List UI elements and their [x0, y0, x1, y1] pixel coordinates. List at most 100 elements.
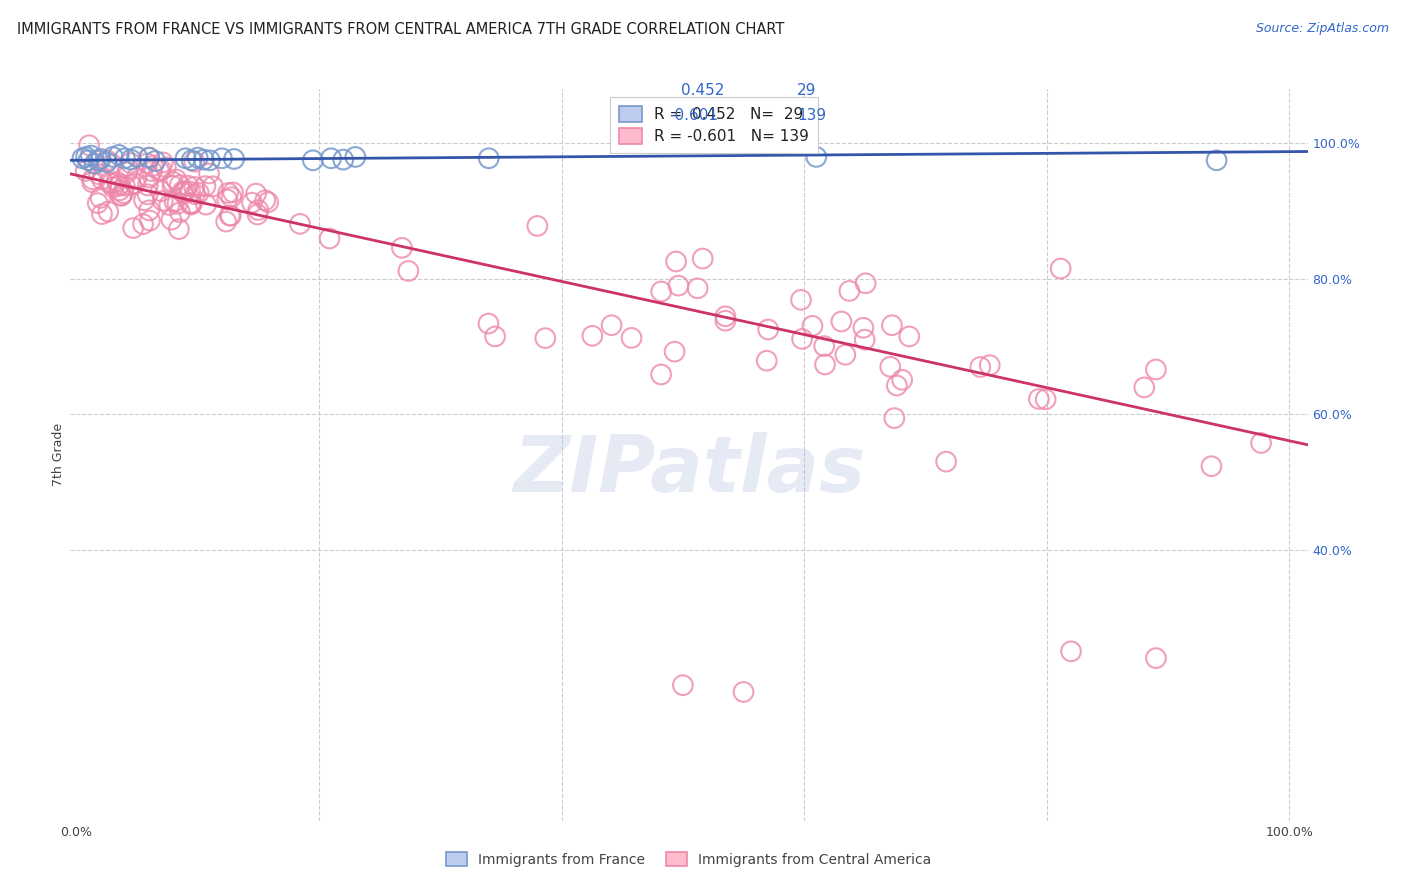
Point [686, 281, 709, 295]
Point [755, 353, 778, 368]
Point [969, 359, 991, 374]
Point [886, 378, 908, 392]
Point [87, 196, 110, 211]
Point [830, 314, 852, 328]
Point [254, 194, 277, 208]
Point [834, 348, 856, 362]
Point [855, 277, 877, 291]
Point [806, 150, 828, 164]
Point [101, 157, 124, 171]
Point [179, 196, 201, 211]
Point [318, 231, 340, 245]
Point [77, 153, 100, 168]
Point [117, 165, 139, 179]
Point [198, 167, 221, 181]
Point [1060, 644, 1083, 658]
Point [75, 150, 97, 164]
Point [179, 185, 201, 199]
Point [82, 172, 104, 186]
Point [478, 151, 501, 165]
Point [650, 368, 672, 382]
Point [1144, 362, 1167, 376]
Point [90, 152, 112, 166]
Point [174, 151, 197, 165]
Point [650, 285, 672, 299]
Point [183, 180, 205, 194]
Point [664, 344, 686, 359]
Point [91, 207, 114, 221]
Point [218, 209, 240, 223]
Point [852, 320, 875, 334]
Point [184, 187, 207, 202]
Point [217, 186, 239, 200]
Point [132, 217, 155, 231]
Point [101, 180, 124, 194]
Point [240, 195, 263, 210]
Point [183, 154, 205, 169]
Point [138, 203, 160, 218]
Text: 29: 29 [797, 84, 817, 98]
Point [98, 176, 121, 190]
Point [665, 254, 688, 268]
Point [163, 194, 186, 209]
Point [257, 195, 280, 210]
Point [169, 178, 191, 193]
Point [222, 152, 245, 166]
Point [477, 317, 499, 331]
Point [215, 214, 238, 228]
Point [219, 209, 242, 223]
Point [935, 455, 957, 469]
Point [162, 178, 184, 193]
Point [319, 151, 342, 165]
Point [898, 329, 921, 343]
Point [1049, 261, 1071, 276]
Y-axis label: 7th Grade: 7th Grade [52, 424, 65, 486]
Point [172, 185, 194, 199]
Text: 139: 139 [797, 109, 827, 123]
Point [122, 221, 145, 235]
Point [217, 193, 239, 207]
Text: 0.452: 0.452 [681, 84, 724, 98]
Point [581, 328, 603, 343]
Point [790, 293, 813, 307]
Point [136, 156, 159, 170]
Point [245, 186, 267, 201]
Point [75, 164, 97, 178]
Point [142, 159, 165, 173]
Point [1144, 651, 1167, 665]
Point [108, 148, 131, 162]
Point [979, 358, 1001, 372]
Point [96, 155, 118, 169]
Point [143, 153, 166, 168]
Point [120, 153, 142, 167]
Point [100, 177, 122, 191]
Point [733, 685, 755, 699]
Point [132, 193, 155, 207]
Point [174, 184, 197, 198]
Point [1201, 459, 1223, 474]
Point [125, 170, 148, 185]
Point [1028, 392, 1050, 406]
Point [302, 153, 325, 168]
Point [195, 197, 218, 211]
Point [534, 331, 557, 345]
Point [247, 202, 270, 217]
Point [600, 318, 623, 333]
Point [790, 332, 813, 346]
Point [160, 212, 183, 227]
Point [169, 205, 191, 219]
Point [1133, 380, 1156, 394]
Text: Source: ZipAtlas.com: Source: ZipAtlas.com [1256, 22, 1389, 36]
Point [1035, 392, 1057, 407]
Point [124, 177, 146, 191]
Point [138, 151, 160, 165]
Point [138, 170, 160, 185]
Point [125, 150, 148, 164]
Point [72, 151, 94, 165]
Point [90, 191, 112, 205]
Point [1250, 436, 1272, 450]
Point [117, 162, 139, 177]
Point [332, 153, 354, 167]
Point [120, 156, 142, 170]
Point [814, 358, 837, 372]
